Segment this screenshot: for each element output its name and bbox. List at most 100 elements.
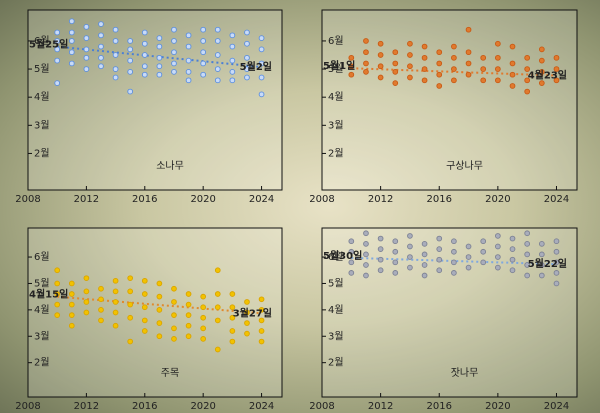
dot <box>214 346 221 353</box>
dot <box>377 40 384 47</box>
dot <box>141 29 148 36</box>
dot <box>509 43 516 50</box>
panel-title: 주목 <box>161 367 179 379</box>
y-tick-label: 3월 <box>34 330 50 342</box>
dot <box>156 54 163 61</box>
dot <box>451 66 457 72</box>
dot <box>392 49 399 56</box>
x-tick-label: 2012 <box>368 401 393 412</box>
dot <box>509 71 516 78</box>
dot <box>229 304 236 311</box>
x-tick-label: 2008 <box>309 401 334 412</box>
dot <box>363 272 369 279</box>
dot <box>436 49 443 56</box>
dot <box>480 259 487 266</box>
dot <box>495 77 501 84</box>
dot <box>553 280 560 287</box>
dot <box>185 312 192 318</box>
dot <box>363 69 369 75</box>
dot <box>244 309 250 316</box>
dot <box>185 322 192 329</box>
dot <box>68 280 75 287</box>
dot <box>112 309 119 316</box>
dot <box>171 285 177 292</box>
x-tick-label: 2012 <box>74 194 99 205</box>
x-tick-label: 2008 <box>15 401 40 412</box>
dot <box>407 74 413 81</box>
dot <box>171 60 177 67</box>
dot <box>214 52 221 58</box>
dot <box>363 38 369 44</box>
panel-title: 잣나무 <box>451 367 479 379</box>
dot <box>112 277 119 284</box>
dot <box>538 251 545 258</box>
dot <box>68 322 75 329</box>
dot <box>421 43 428 50</box>
dot <box>185 301 192 308</box>
dot <box>363 230 369 237</box>
dot <box>392 270 399 276</box>
y-tick-label: 5월 <box>34 63 50 75</box>
dot <box>214 26 221 33</box>
dot <box>112 74 119 81</box>
trend-label-start: 5월1일 <box>323 59 355 72</box>
dot <box>538 262 545 268</box>
panel-title: 소나무 <box>156 160 184 172</box>
dot <box>83 66 90 72</box>
dot <box>200 325 207 332</box>
dot <box>553 248 560 255</box>
dot <box>229 291 236 297</box>
dot <box>112 322 119 329</box>
dot <box>258 317 265 324</box>
dot <box>200 38 207 44</box>
dot <box>392 80 399 86</box>
dot <box>363 49 369 56</box>
dot <box>392 60 399 67</box>
y-tick-label: 5월 <box>328 277 344 289</box>
dot <box>436 235 443 242</box>
dot <box>480 238 487 245</box>
dot <box>54 301 61 308</box>
dot <box>171 38 177 44</box>
dot <box>407 233 413 239</box>
dot <box>509 60 516 67</box>
dot <box>348 270 355 276</box>
dot <box>244 299 250 305</box>
dot <box>141 63 148 70</box>
y-tick-label: 4월 <box>328 91 344 103</box>
y-tick-label: 6월 <box>34 251 50 263</box>
dot <box>54 80 61 86</box>
dot <box>127 69 134 75</box>
dot <box>509 256 516 263</box>
dot <box>392 259 399 266</box>
dot <box>127 275 134 282</box>
dot <box>98 307 104 313</box>
dot <box>421 272 428 279</box>
dot <box>258 91 265 98</box>
dot <box>54 38 61 44</box>
dot <box>407 63 413 70</box>
x-tick-label: 2024 <box>544 194 569 205</box>
dot <box>112 38 119 44</box>
dot <box>407 52 413 58</box>
dot <box>185 43 192 50</box>
dot <box>185 69 192 75</box>
dot <box>214 77 221 84</box>
dot <box>68 291 75 297</box>
dot <box>127 301 134 308</box>
dot <box>200 26 207 33</box>
dot <box>465 60 472 67</box>
dot <box>68 18 75 25</box>
dot <box>436 246 443 252</box>
dot <box>421 54 428 61</box>
dot <box>348 248 355 255</box>
dot <box>200 304 207 311</box>
dot <box>171 299 177 305</box>
dot <box>54 291 61 297</box>
dot <box>524 88 531 95</box>
dot <box>244 54 250 61</box>
dot <box>156 63 163 70</box>
dot <box>54 280 61 287</box>
dot <box>185 57 192 64</box>
dot <box>524 77 531 84</box>
